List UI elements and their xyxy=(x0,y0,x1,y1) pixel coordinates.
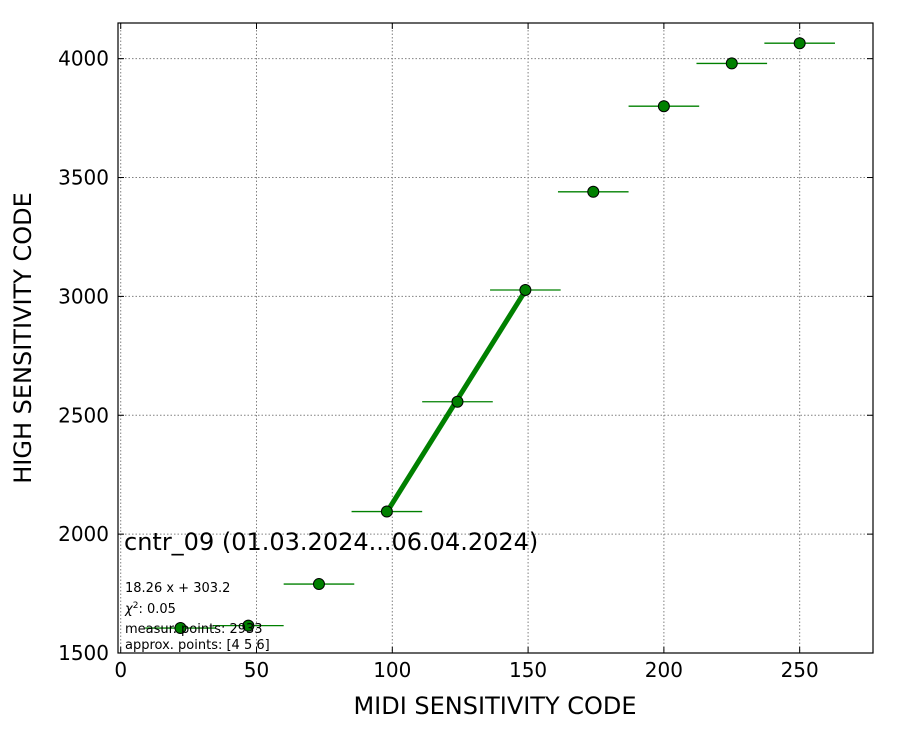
x-tick-label: 250 xyxy=(781,658,819,682)
y-axis-label: HIGH SENSITIVITY CODE xyxy=(9,192,37,484)
data-point xyxy=(312,578,325,591)
data-points xyxy=(174,37,806,635)
x-tick-label: 0 xyxy=(114,658,127,682)
data-point xyxy=(587,185,600,198)
x-tick-label: 200 xyxy=(645,658,683,682)
measur-points: measur. points: 2933 xyxy=(125,622,263,637)
x-axis-label: MIDI SENSITIVITY CODE xyxy=(353,692,636,720)
y-tick-label: 2000 xyxy=(58,522,109,546)
ticks: 0 50 100 150 200 250 1500 2000 2500 3000 3500 4000 xyxy=(58,23,873,682)
data-point xyxy=(174,622,187,635)
chi-square: χ2: 0.05 xyxy=(124,601,176,617)
data-point xyxy=(657,100,670,113)
x-tick-label: 100 xyxy=(373,658,411,682)
plot-frame xyxy=(117,22,874,654)
y-tick-label: 2500 xyxy=(58,403,109,427)
grid xyxy=(118,23,873,654)
data-point xyxy=(380,505,393,518)
data-point xyxy=(793,37,806,50)
y-tick-label: 3000 xyxy=(58,284,109,308)
data-point xyxy=(519,283,532,296)
chart-annotation-title: cntr_09 (01.03.2024...06.04.2024) xyxy=(124,528,538,556)
data-point xyxy=(725,57,738,70)
approx-points: approx. points: [4 5 6] xyxy=(125,638,270,653)
y-tick-label: 4000 xyxy=(58,47,109,71)
x-tick-label: 50 xyxy=(244,658,269,682)
fit-equation: 18.26 x + 303.2 xyxy=(125,581,230,596)
chi-superscript: 2 xyxy=(133,601,139,611)
chi-value: : 0.05 xyxy=(138,602,175,617)
data-point xyxy=(242,619,255,632)
chi-symbol: χ xyxy=(124,602,134,617)
y-tick-label: 3500 xyxy=(58,166,109,190)
y-tick-label: 1500 xyxy=(58,641,109,665)
x-tick-label: 150 xyxy=(509,658,547,682)
data-point xyxy=(451,395,464,408)
